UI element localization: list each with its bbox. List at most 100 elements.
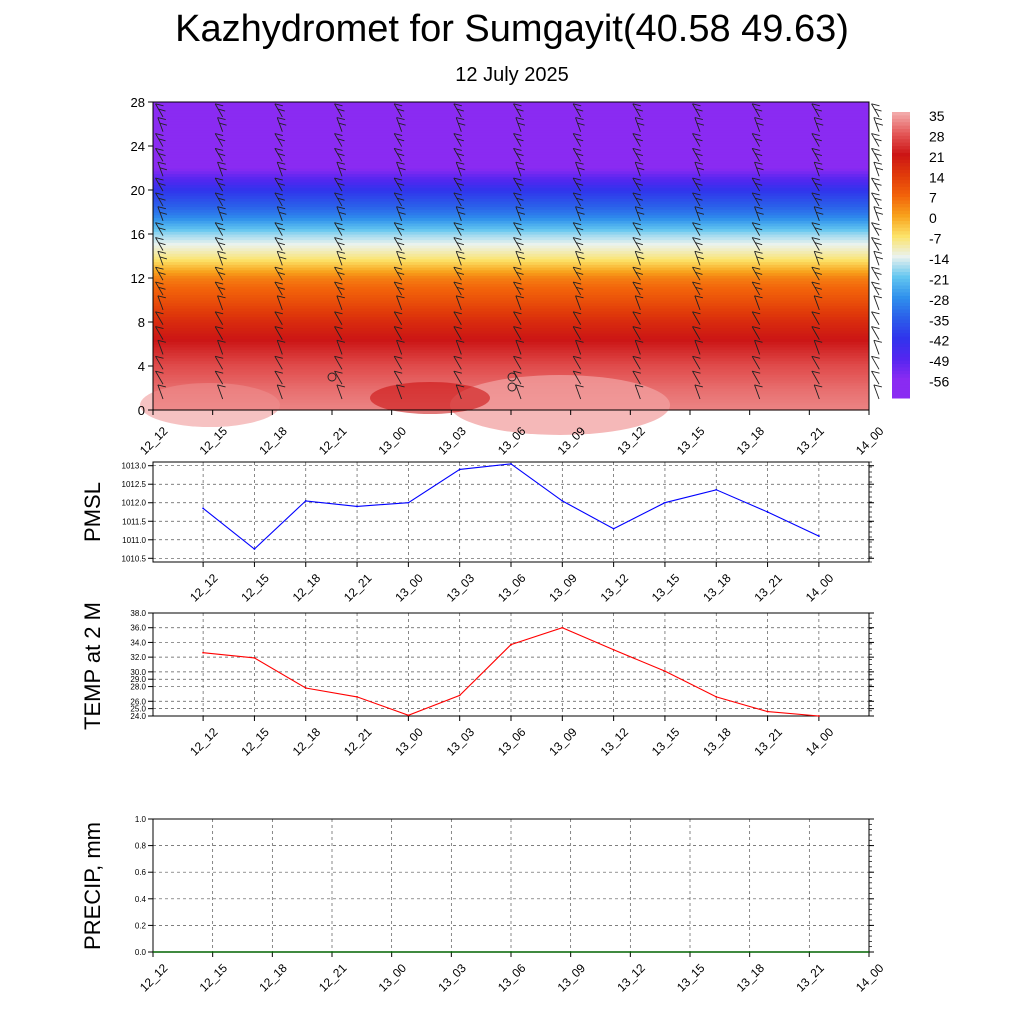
wind-barb-feather (575, 161, 584, 165)
wind-barb-feather (279, 167, 287, 171)
data-point (304, 687, 307, 689)
wind-barb-feather (575, 206, 584, 210)
wind-barb (214, 133, 224, 147)
wind-barb-feather (811, 370, 820, 374)
series-line (203, 627, 819, 717)
wind-barb-feather (155, 370, 164, 374)
temperature-band (153, 148, 869, 153)
wind-barb-feather (632, 237, 641, 240)
wind-barb-feather (337, 153, 345, 157)
wind-barb (396, 340, 403, 355)
wind-barb (217, 162, 224, 177)
wind-barb (334, 266, 343, 281)
wind-barb-feather (453, 266, 462, 270)
wind-barb-feather (456, 250, 465, 254)
x-tick-label: 13_00 (376, 961, 410, 995)
wind-barb-feather (218, 271, 226, 275)
wind-barb-feather (752, 147, 761, 151)
wind-barb-feather (814, 339, 823, 343)
wind-barb-feather (396, 117, 405, 121)
wind-barb (632, 311, 641, 325)
wind-barb-feather (635, 339, 644, 343)
wind-barb-feather (277, 286, 285, 290)
wind-barb (871, 281, 880, 296)
wind-barb-feather (755, 182, 763, 186)
wind-barb-feather (874, 271, 882, 275)
colorbar-label: -14 (929, 251, 949, 267)
wind-barb-feather (456, 117, 465, 121)
temperature-band (153, 253, 869, 257)
wind-barb-feather (576, 286, 584, 290)
wind-barb-feather (336, 295, 345, 299)
wind-barb-feather (873, 384, 882, 388)
wind-barb-feather (215, 103, 224, 107)
wind-barb-feather (513, 222, 522, 226)
wind-barb (632, 177, 641, 192)
wind-barb-feather (394, 370, 403, 374)
temperature-band (153, 311, 869, 315)
colorbar-segment (892, 251, 910, 256)
x-tick-label: 13_00 (392, 571, 426, 605)
wind-barb-feather (814, 295, 823, 299)
colorbar-segment (892, 258, 910, 263)
wind-barb-feather (635, 242, 643, 246)
wind-barb-feather (218, 227, 226, 231)
wind-barb (751, 148, 761, 162)
wind-barb-feather (337, 227, 345, 231)
wind-barb-feather (155, 326, 164, 330)
temperature-band (153, 261, 869, 265)
wind-barb (632, 237, 641, 251)
colorbar-segment (892, 112, 910, 116)
wind-barb (871, 311, 880, 325)
wind-barb-feather (752, 281, 761, 285)
wind-barb (751, 177, 761, 192)
temperature-band (153, 121, 869, 125)
wind-barb-feather (635, 138, 643, 142)
wind-barb (813, 384, 820, 400)
wind-barb-feather (814, 271, 822, 275)
temperature-band (153, 333, 869, 337)
temperature-band (153, 209, 869, 213)
temperature-band (153, 374, 869, 378)
temperature-band (153, 102, 869, 106)
wind-barb-feather (875, 122, 884, 126)
wind-barb-feather (394, 355, 403, 359)
colorbar-segment (892, 255, 910, 259)
wind-barb-feather (573, 192, 582, 196)
wind-barb-feather (513, 103, 522, 107)
wind-barb-feather (155, 147, 164, 151)
x-tick-label: 13_06 (495, 961, 529, 995)
wind-barb-feather (692, 355, 701, 359)
colorbar-segment (892, 193, 910, 198)
x-tick-label: 13_00 (392, 725, 426, 759)
wind-barb-feather (692, 192, 701, 196)
wind-barb (871, 148, 880, 162)
wind-barb (214, 148, 224, 162)
wind-barb-feather (515, 339, 524, 343)
temperature-band (153, 165, 869, 169)
wind-barb-feather (219, 122, 227, 126)
wind-barb-feather (752, 370, 761, 374)
colorbar-segment (892, 333, 910, 338)
calm-wind-marker (507, 382, 517, 392)
wind-barb (575, 117, 582, 132)
wind-barb-feather (573, 266, 582, 270)
wind-barb-feather (394, 222, 403, 226)
colorbar-segment (892, 173, 910, 178)
wind-barb-feather (637, 211, 645, 215)
wind-barb-feather (811, 311, 820, 315)
temperature-band (153, 355, 869, 359)
temperature-band (153, 151, 869, 155)
wind-barb (572, 370, 582, 385)
wind-barb-feather (635, 108, 643, 112)
chart-title: Kazhydromet for Sumgayit(40.58 49.63) (175, 8, 849, 50)
temperature-band (153, 223, 869, 227)
wind-barb-feather (337, 197, 345, 201)
wind-barb-feather (456, 295, 465, 299)
wind-barb-feather (157, 384, 166, 388)
wind-barb (334, 281, 343, 296)
wind-barb-feather (394, 192, 403, 196)
wind-barb-feather (155, 192, 164, 196)
